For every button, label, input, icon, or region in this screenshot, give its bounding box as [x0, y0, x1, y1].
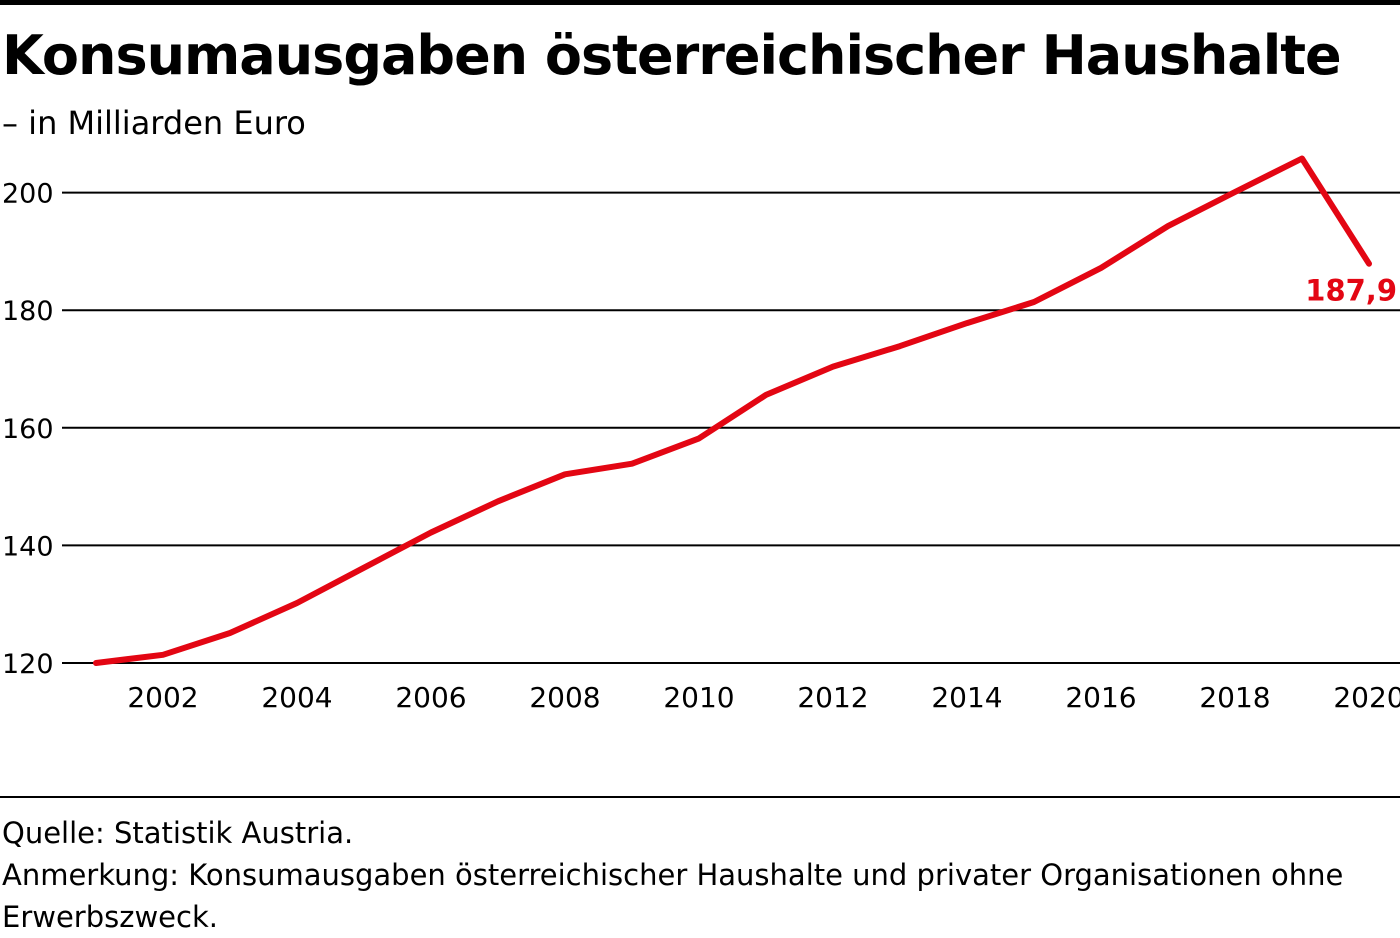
footer: Quelle: Statistik Austria. Anmerkung: Ko…: [2, 812, 1398, 938]
chart-title: Konsumausgaben österreichischer Haushalt…: [2, 24, 1342, 87]
x-tick-label: 2014: [931, 681, 1002, 714]
series-line: [93, 155, 1372, 666]
chart-subtitle: – in Milliarden Euro: [2, 104, 306, 142]
y-tick-label: 200: [2, 179, 54, 210]
x-tick-label: 2002: [127, 681, 198, 714]
x-tick-label: 2008: [529, 681, 600, 714]
end-value-label: 187,9: [1305, 274, 1397, 308]
y-tick-label: 160: [2, 414, 54, 445]
x-tick-label: 2016: [1065, 681, 1136, 714]
x-tick-label: 2006: [395, 681, 466, 714]
x-tick-label: 2012: [797, 681, 868, 714]
line-chart: 120 140 160 180 200 2002 2004 2006 2008 2010 2012 2…: [2, 155, 1400, 714]
x-tick-label: 2020: [1333, 681, 1400, 714]
x-tick-label: 2010: [663, 681, 734, 714]
x-tick-label: 2004: [261, 681, 332, 714]
y-tick-label: 180: [2, 296, 54, 327]
y-tick-label: 120: [2, 649, 54, 680]
annotation-note: Anmerkung: Konsumausgaben österreichisch…: [2, 858, 1344, 934]
y-tick-label: 140: [2, 531, 54, 562]
top-rule: [0, 0, 1400, 5]
footer-rule: [0, 796, 1400, 798]
x-tick-label: 2018: [1199, 681, 1270, 714]
source-note: Quelle: Statistik Austria.: [2, 816, 354, 850]
